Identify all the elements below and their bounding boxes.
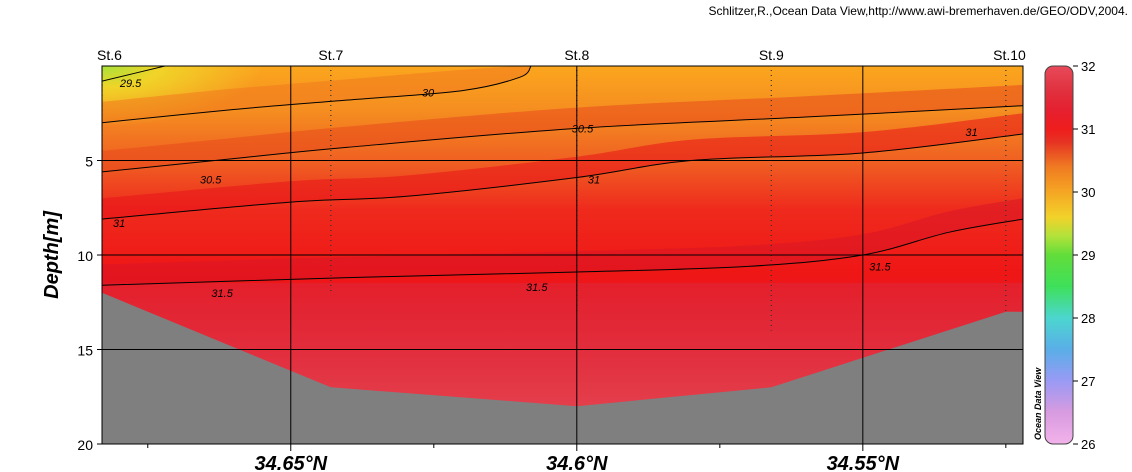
y-tick-label: 10 xyxy=(77,248,93,264)
contour-label: 31.5 xyxy=(526,282,548,294)
x-tick-label: 34.6°N xyxy=(546,453,608,472)
contour-label: 31.5 xyxy=(869,261,891,273)
colorbar-tick-label: 30 xyxy=(1081,185,1095,200)
colorbar xyxy=(1044,65,1074,445)
contour-label: 30 xyxy=(422,87,435,99)
credit-text: Schlitzer,R.,Ocean Data View,http://www.… xyxy=(708,4,1128,18)
colorbar-tick-label: 28 xyxy=(1081,311,1095,326)
contour-label: 31 xyxy=(965,127,977,139)
x-tick-label: 34.65°N xyxy=(255,453,328,472)
seafloor-mask xyxy=(102,292,1023,444)
contour-label: 29.5 xyxy=(119,78,142,90)
colorbar-tick-label: 31 xyxy=(1081,122,1095,137)
contour-label: 30.5 xyxy=(572,123,594,135)
contour-band-30 xyxy=(102,66,532,123)
colorbar-tick-label: 27 xyxy=(1081,374,1095,389)
station-label: St.7 xyxy=(318,47,343,63)
contour-label: 31 xyxy=(113,218,125,230)
station-label: St.10 xyxy=(993,47,1026,63)
station-label: St.9 xyxy=(759,47,784,63)
contour-line-30 xyxy=(102,66,532,124)
odv-caption: Ocean Data View xyxy=(1033,367,1043,440)
contour-label: 31 xyxy=(588,174,600,186)
y-tick-label: 20 xyxy=(77,437,93,453)
contour-band-30.5 xyxy=(102,84,1023,172)
y-axis-label: Depth[m] xyxy=(41,210,63,299)
contour-band-31 xyxy=(102,113,1023,220)
colorbar-tick-label: 32 xyxy=(1081,59,1095,74)
y-tick-label: 5 xyxy=(85,154,93,170)
station-label: St.8 xyxy=(564,47,589,63)
contour-band-31.5 xyxy=(102,198,1023,286)
contour-line-29-5 xyxy=(102,66,166,82)
colorbar-tick-label: 29 xyxy=(1081,248,1095,263)
station-label: St.6 xyxy=(97,47,122,63)
contour-label: 31.5 xyxy=(211,288,233,300)
x-tick-label: 34.55°N xyxy=(827,453,900,472)
contour-line-30-5 xyxy=(102,105,1023,173)
contour-label: 30.5 xyxy=(200,174,222,186)
contour-line-31-5 xyxy=(102,218,1023,286)
colorbar-tick-label: 26 xyxy=(1081,437,1095,452)
y-tick-label: 15 xyxy=(77,343,93,359)
